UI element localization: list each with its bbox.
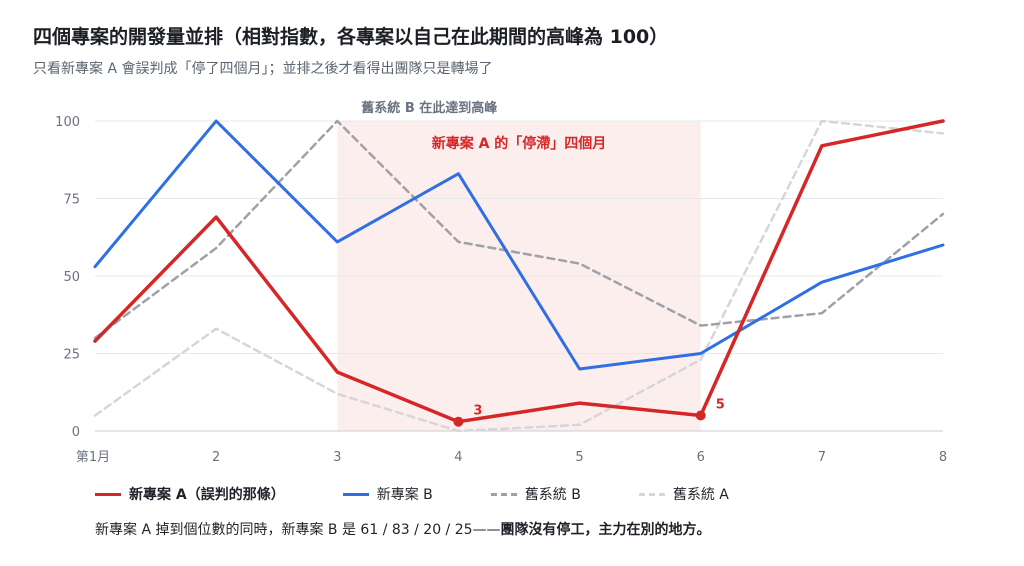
chart-title: 四個專案的開發量並排（相對指數，各專案以自己在此期間的高峰為 100） xyxy=(33,26,669,48)
data-point-marker xyxy=(695,410,706,421)
legend-swatch-legacy-b xyxy=(490,492,517,496)
legend-label: 舊系統 A xyxy=(672,487,729,503)
peak-annotation: 舊系統 B 在此達到高峰 xyxy=(361,100,498,116)
data-point-marker xyxy=(453,416,464,427)
series-line-1 xyxy=(93,119,945,340)
series-line-0 xyxy=(93,119,945,433)
legend-item-project-b-new: 新專案 B xyxy=(342,484,433,504)
x-tick-label: 6 xyxy=(697,450,705,465)
y-tick-label: 50 xyxy=(63,270,80,285)
legend-item-legacy-a: 舊系統 A xyxy=(638,484,729,504)
y-tick-label: 25 xyxy=(63,348,80,363)
legend-swatch-legacy-a xyxy=(638,492,665,496)
x-tick-label: 8 xyxy=(939,450,947,465)
y-tick-label: 75 xyxy=(63,193,80,208)
series-line-3 xyxy=(93,119,945,424)
data-label: 5 xyxy=(716,398,725,413)
legend-swatch-project-b-new xyxy=(342,492,369,496)
legend-label: 新專案 B xyxy=(376,487,433,503)
x-tick-label: 7 xyxy=(818,450,826,465)
series-line-2 xyxy=(93,119,945,371)
x-tick-label: 4 xyxy=(454,450,462,465)
legend-swatch-project-a-new xyxy=(95,492,121,496)
highlight-label: 新專案 A 的「停滯」四個月 xyxy=(432,135,607,152)
data-label: 3 xyxy=(473,404,482,419)
y-tick-label: 0 xyxy=(72,425,80,440)
legend-label: 舊系統 B xyxy=(524,487,581,503)
chart-footnote: 新專案 A 掉到個位數的同時，新專案 B 是 61 / 83 / 20 / 25… xyxy=(95,519,711,539)
x-tick-label: 3 xyxy=(333,450,341,465)
legend-item-legacy-b: 舊系統 B xyxy=(490,484,581,504)
chart-legend: 新專案 A（誤判的那條） 新專案 B 舊系統 B 舊系統 A xyxy=(95,484,787,504)
footnote-text: 新專案 A 掉到個位數的同時，新專案 B 是 61 / 83 / 20 / 25… xyxy=(95,522,501,538)
x-tick-label: 5 xyxy=(575,450,583,465)
x-tick-label: 2 xyxy=(212,450,220,465)
y-tick-label: 100 xyxy=(55,115,80,130)
legend-item-project-a-new: 新專案 A（誤判的那條） xyxy=(95,484,285,504)
x-tick-label: 第1月 xyxy=(76,450,110,465)
footnote-emphasis: 團隊沒有停工，主力在別的地方。 xyxy=(500,522,711,538)
legend-label: 新專案 A（誤判的那條） xyxy=(129,487,285,503)
chart-subtitle: 只看新專案 A 會誤判成「停了四個月」；並排之後才看得出團隊只是轉場了 xyxy=(33,61,493,77)
